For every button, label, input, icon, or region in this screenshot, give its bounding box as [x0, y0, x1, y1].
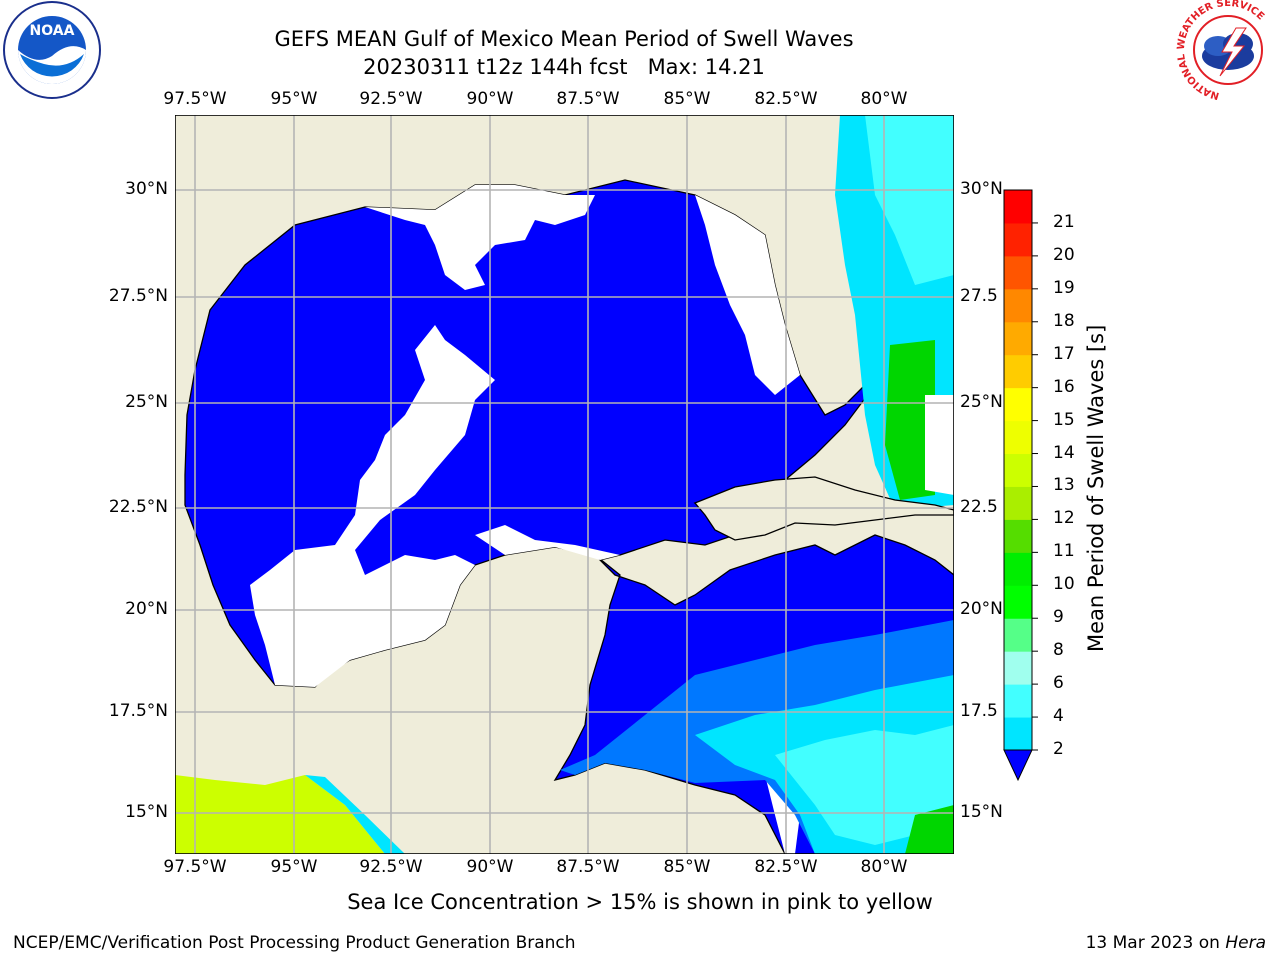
map-gridlines: [175, 115, 954, 854]
latitude-label-right: 27.5: [960, 286, 998, 306]
latitude-label-left: 20°N: [125, 599, 168, 619]
latitude-label-left: 25°N: [125, 392, 168, 412]
colorbar-swatch: [1004, 552, 1032, 586]
longitude-label-bottom: 92.5°W: [359, 857, 423, 877]
swell-zone-green-se: [905, 805, 954, 854]
colorbar-swatch: [1004, 585, 1032, 619]
latitude-label-right: 22.5: [960, 497, 998, 517]
colorbar-label: Mean Period of Swell Waves [s]: [1084, 324, 1108, 652]
latitude-label-right: 20°N: [960, 599, 1003, 619]
footer-date: 13 Mar 2023 on Hera: [1086, 933, 1266, 953]
latitude-label-right: 15°N: [960, 802, 1003, 822]
colorbar-swatch: [1004, 618, 1032, 652]
longitude-label-top: 95°W: [270, 89, 318, 109]
colorbar-tick-label: 17: [1053, 343, 1075, 364]
map-title: GEFS MEAN Gulf of Mexico Mean Period of …: [274, 27, 854, 51]
noaa-logo: NOAA: [3, 1, 101, 99]
colorbar-swatch: [1004, 387, 1032, 422]
colorbar-tick-label: 11: [1053, 541, 1075, 562]
colorbar-swatch: [1004, 255, 1032, 290]
no-data-region-bahamas: [925, 395, 954, 495]
no-data-region-north: [365, 185, 595, 290]
latitude-label-right: 25°N: [960, 392, 1003, 412]
colorbar-tick-label: 12: [1053, 508, 1075, 529]
swell-zone-green-bahamas: [885, 340, 935, 500]
colorbar-tick-label: 16: [1053, 376, 1075, 397]
colorbar-swatch: [1004, 717, 1032, 751]
colorbar-tick-label: 14: [1053, 442, 1075, 463]
no-data-region-florida: [695, 195, 800, 395]
longitude-label-top: 92.5°W: [359, 89, 423, 109]
colorbar-tick-label: 9: [1053, 607, 1064, 628]
colorbar-swatch: [1004, 519, 1032, 553]
no-data-region-west: [250, 325, 495, 687]
colorbar-tick-label: 10: [1053, 574, 1075, 595]
colorbar-swatch: [1004, 651, 1032, 685]
latitude-label-right: 30°N: [960, 179, 1003, 199]
colorbar-swatch: [1004, 190, 1032, 224]
longitude-label-top: 90°W: [466, 89, 514, 109]
latitude-label-left: 27.5°N: [108, 286, 168, 306]
nws-logo: NATIONAL WEATHER SERVICE: [1176, 0, 1276, 100]
longitude-label-top: 87.5°W: [556, 89, 620, 109]
longitude-label-top: 82.5°W: [754, 89, 818, 109]
colorbar-swatch: [1004, 354, 1032, 389]
footer-date-text: 13 Mar 2023 on: [1085, 933, 1226, 953]
colorbar-swatch: [1004, 453, 1032, 487]
colorbar-tick-label: 6: [1053, 673, 1064, 694]
sea-ice-note: Sea Ice Concentration > 15% is shown in …: [347, 890, 933, 914]
footer-host: Hera: [1225, 933, 1266, 953]
no-data-region-yucatan-north: [475, 525, 620, 560]
gulf-of-mexico-map: [175, 115, 954, 854]
latitude-label-right: 17.5: [960, 701, 998, 721]
colorbar-frame: [1003, 189, 1033, 751]
latitude-label-left: 30°N: [125, 179, 168, 199]
colorbar-swatch: [1004, 486, 1032, 520]
longitude-label-top: 97.5°W: [163, 89, 227, 109]
colorbar-tick-label: 20: [1053, 244, 1075, 265]
longitude-label-bottom: 85°W: [663, 857, 711, 877]
colorbar-tick-label: 19: [1053, 277, 1075, 298]
colorbar-swatch: [1004, 288, 1032, 323]
map-subtitle: 20230311 t12z 144h fcst Max: 14.21: [363, 55, 765, 79]
swell-zone-yellowgreen-pacific: [175, 775, 385, 854]
colorbar: [1003, 189, 1038, 782]
colorbar-tick-label: 15: [1053, 409, 1075, 430]
colorbar-swatch: [1004, 222, 1032, 257]
colorbar-tick-label: 2: [1053, 739, 1064, 759]
colorbar-extend-arrow: [1003, 749, 1033, 782]
longitude-label-bottom: 97.5°W: [163, 857, 227, 877]
colorbar-tick-label: 21: [1053, 211, 1075, 232]
longitude-label-top: 85°W: [663, 89, 711, 109]
footer-branch: NCEP/EMC/Verification Post Processing Pr…: [13, 933, 576, 953]
colorbar-tick-label: 4: [1053, 706, 1064, 727]
colorbar-tick-label: 18: [1053, 310, 1075, 331]
latitude-label-left: 15°N: [125, 802, 168, 822]
longitude-label-bottom: 80°W: [860, 857, 908, 877]
latitude-label-left: 22.5°N: [108, 497, 168, 517]
colorbar-swatch: [1004, 684, 1032, 718]
longitude-label-bottom: 87.5°W: [556, 857, 620, 877]
longitude-label-bottom: 82.5°W: [754, 857, 818, 877]
latitude-label-left: 17.5°N: [108, 701, 168, 721]
colorbar-tick-label: 8: [1053, 640, 1064, 661]
swell-zone-6-8-atlantic: [865, 115, 954, 285]
swell-zone-cyan-pacific-edge: [305, 775, 405, 854]
colorbar-swatch: [1004, 420, 1032, 455]
colorbar-swatch: [1004, 321, 1032, 356]
colorbar-tick-label: 13: [1053, 475, 1075, 496]
longitude-label-bottom: 95°W: [270, 857, 318, 877]
swell-zone-6-8-caribbean: [775, 725, 954, 845]
noaa-logo-text: NOAA: [30, 23, 75, 39]
longitude-label-bottom: 90°W: [466, 857, 514, 877]
longitude-label-top: 80°W: [860, 89, 908, 109]
